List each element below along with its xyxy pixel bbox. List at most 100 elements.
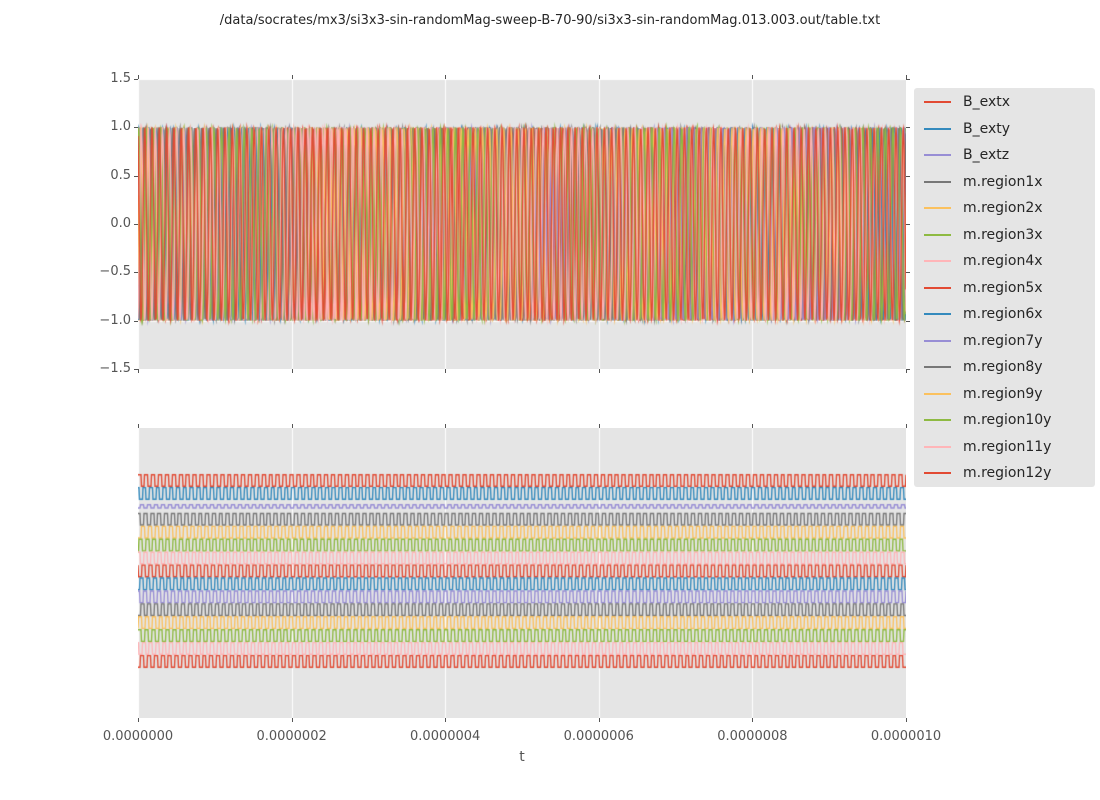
y-tick-label: 0.0	[110, 216, 131, 231]
legend-label: m.region3x	[963, 226, 1043, 243]
tick-mark	[138, 75, 139, 79]
legend-label: m.region5x	[963, 279, 1043, 296]
tick-mark	[906, 176, 910, 177]
tick-mark	[138, 369, 139, 373]
tick-mark	[445, 75, 446, 79]
x-tick-label: 0.0000000	[102, 729, 174, 744]
y-tick-label: 1.5	[110, 71, 131, 86]
legend-item: B_extx	[914, 89, 1095, 116]
legend: B_extx B_exty B_extz m.region1x m.region2x m.…	[914, 88, 1095, 487]
tick-mark	[752, 424, 753, 428]
y-tick-label: 0.5	[110, 167, 131, 183]
tick-mark	[906, 369, 907, 373]
legend-label: m.region9y	[963, 385, 1043, 402]
x-tick-label: 0.0000010	[870, 729, 942, 744]
tick-mark	[134, 79, 138, 80]
legend-line-swatch	[924, 472, 951, 474]
tick-mark	[134, 224, 138, 225]
tick-mark	[599, 424, 600, 428]
legend-item: m.region7y	[914, 327, 1095, 354]
legend-line-swatch	[924, 180, 951, 183]
tick-mark	[599, 718, 600, 722]
tick-mark	[906, 224, 910, 225]
x-tick-label: 0.0000008	[717, 729, 788, 744]
bottom-plot-canvas	[138, 428, 906, 718]
legend-line-swatch	[924, 419, 951, 421]
legend-label: B_exty	[963, 120, 1011, 137]
tick-mark	[134, 369, 138, 370]
legend-item: m.region6x	[914, 301, 1095, 328]
legend-item: m.region12y	[914, 460, 1095, 487]
tick-mark	[445, 424, 446, 428]
tick-mark	[134, 176, 138, 177]
tick-mark	[138, 424, 139, 428]
figure-title: /data/socrates/mx3/si3x3-sin-randomMag-s…	[219, 13, 881, 28]
y-tick-label: 1.0	[110, 119, 131, 135]
tick-mark	[292, 718, 293, 722]
legend-label: m.region8y	[963, 359, 1043, 375]
legend-item: m.region8y	[914, 354, 1095, 381]
legend-line-swatch	[924, 445, 951, 448]
legend-line-swatch	[924, 286, 951, 289]
legend-item: m.region4x	[914, 248, 1095, 275]
x-tick-label: 0.0000004	[410, 729, 481, 744]
tick-mark	[906, 272, 910, 273]
y-tick-label: −1.0	[99, 312, 131, 328]
tick-mark	[752, 718, 753, 722]
legend-item: m.region9y	[914, 380, 1095, 407]
tick-mark	[906, 424, 907, 428]
tick-mark	[134, 321, 138, 322]
legend-label: m.region2x	[963, 200, 1043, 216]
tick-mark	[138, 718, 139, 722]
tick-mark	[906, 718, 907, 722]
legend-label: B_extz	[963, 147, 1010, 163]
tick-mark	[906, 79, 910, 80]
tick-mark	[906, 75, 907, 79]
legend-item: m.region11y	[914, 433, 1095, 460]
legend-line-swatch	[924, 339, 951, 342]
tick-mark	[292, 424, 293, 428]
legend-label: B_extx	[963, 94, 1011, 110]
legend-label: m.region6x	[963, 306, 1043, 322]
legend-label: m.region4x	[963, 253, 1043, 269]
top-plot-canvas	[138, 79, 906, 369]
bottom-plot	[138, 428, 906, 718]
legend-item: B_extz	[914, 142, 1095, 169]
legend-item: m.region5x	[914, 274, 1095, 301]
legend-line-swatch	[924, 154, 951, 156]
tick-mark	[599, 75, 600, 79]
tick-mark	[906, 127, 910, 128]
legend-label: m.region11y	[963, 438, 1052, 455]
legend-item: B_exty	[914, 115, 1095, 142]
legend-line-swatch	[924, 207, 951, 209]
tick-mark	[292, 369, 293, 373]
legend-line-swatch	[924, 127, 951, 130]
x-tick-label: 0.0000002	[256, 729, 327, 744]
tick-mark	[134, 272, 138, 273]
legend-line-swatch	[924, 260, 951, 262]
legend-item: m.region1x	[914, 168, 1095, 195]
tick-mark	[752, 75, 753, 79]
tick-mark	[599, 369, 600, 373]
legend-item: m.region2x	[914, 195, 1095, 222]
legend-label: m.region12y	[963, 465, 1052, 481]
tick-mark	[906, 321, 910, 322]
tick-mark	[752, 369, 753, 373]
y-tick-label: −0.5	[99, 264, 131, 280]
legend-label: m.region1x	[963, 173, 1043, 190]
tick-mark	[292, 75, 293, 79]
legend-item: m.region3x	[914, 221, 1095, 248]
tick-mark	[445, 369, 446, 373]
tick-mark	[906, 369, 910, 370]
legend-item: m.region10y	[914, 407, 1095, 434]
legend-line-swatch	[924, 366, 951, 368]
y-tick-label: −1.5	[99, 361, 131, 376]
legend-line-swatch	[924, 233, 951, 236]
x-tick-label: 0.0000006	[563, 729, 634, 744]
legend-label: m.region7y	[963, 332, 1043, 349]
legend-line-swatch	[924, 392, 951, 395]
top-plot	[138, 79, 906, 369]
legend-line-swatch	[924, 313, 951, 315]
tick-mark	[445, 718, 446, 722]
